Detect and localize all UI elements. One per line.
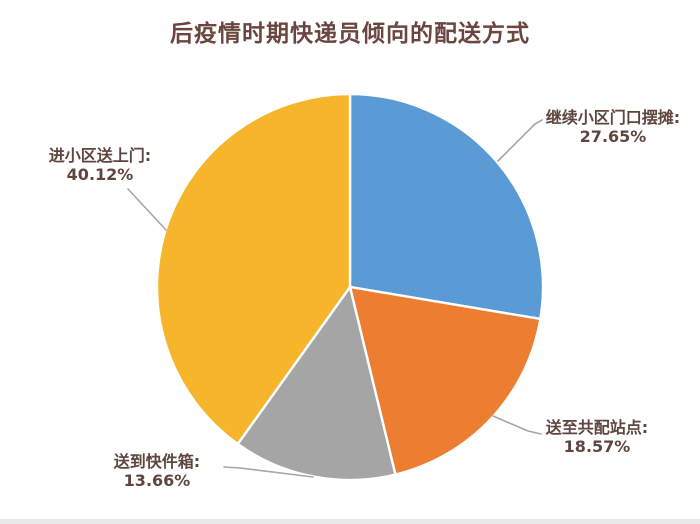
slice-label-stall-value: 27.65% [579,127,647,146]
slice-label-stall-name: 继续小区门口摆摊: [545,108,681,127]
pie-slice-stall [348,92,545,321]
pie-slice-station [348,285,542,476]
pie-slices-group [155,92,545,482]
leader-line-locker [223,466,314,478]
chart-title: 后疫情时期快递员倾向的配送方式 [170,21,530,47]
image-bottom-edge [0,519,700,524]
slice-label-door: 进小区送上门: 40.12% [15,146,185,184]
pie-slice-door [155,92,352,446]
slice-label-station-value: 18.57% [563,437,631,456]
slice-label-stall: 继续小区门口摆摊: 27.65% [528,108,698,146]
slice-label-station: 送至共配站点: 18.57% [512,418,682,456]
leader-line-stall [497,119,543,162]
slice-label-door-value: 40.12% [66,165,134,184]
leader-line-station [492,415,542,435]
slice-label-locker: 送到快件箱: 13.66% [72,452,242,490]
slice-label-locker-value: 13.66% [123,471,191,490]
slice-label-station-name: 送至共配站点: [545,418,649,437]
leader-line-door [127,188,167,231]
slice-label-locker-name: 送到快件箱: [113,452,201,471]
slice-label-door-name: 进小区送上门: [48,146,152,165]
